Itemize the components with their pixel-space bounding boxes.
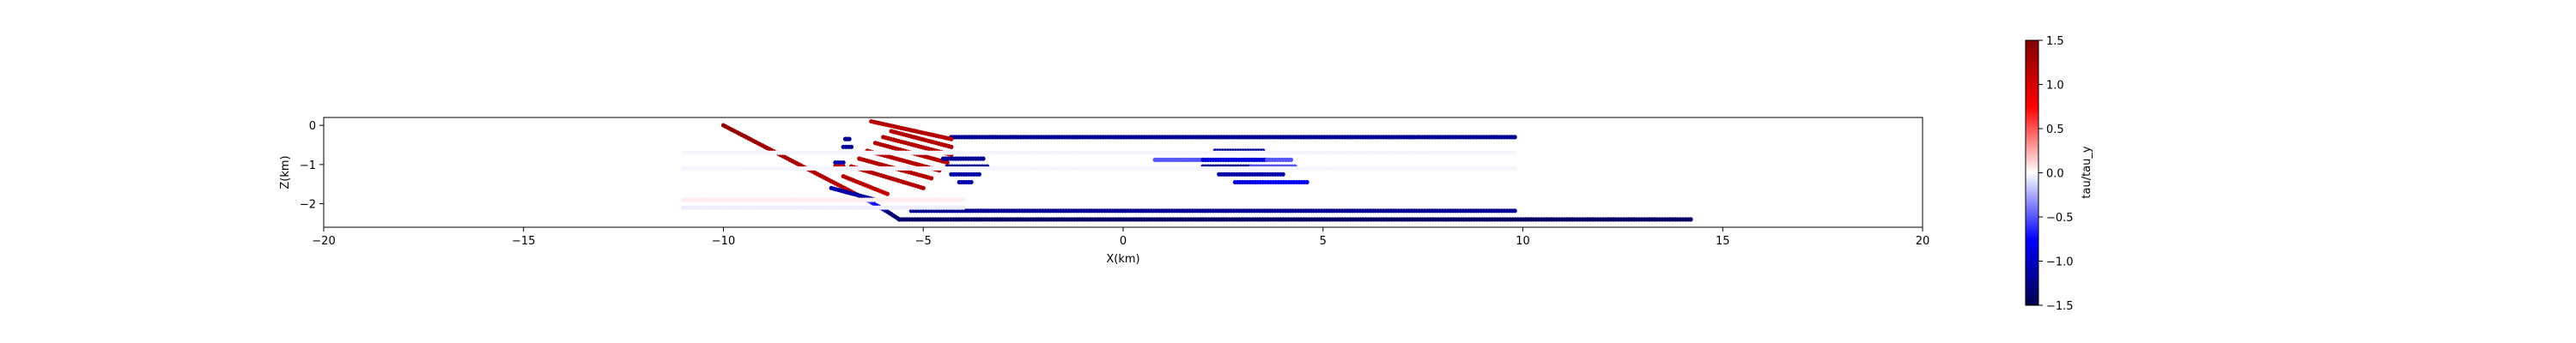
y-axis-label: Z(km)	[279, 155, 292, 189]
fault-segment	[681, 197, 966, 202]
colorbar-tick-label: 0.5	[2046, 123, 2064, 136]
colorbar-tick-label: −1.5	[2046, 300, 2074, 313]
fault-point	[841, 159, 846, 165]
y-axis-ticks: 0 −1 −2	[300, 120, 324, 212]
x-tick-label: 10	[1516, 235, 1530, 248]
fault-segment	[1152, 157, 1206, 162]
fault-segment	[949, 135, 1517, 140]
fault-point	[1304, 179, 1309, 185]
fault-point	[981, 156, 986, 161]
fault-point	[1512, 208, 1517, 214]
fault-segment	[869, 118, 954, 141]
y-tick-label: −2	[300, 199, 316, 212]
fault-point	[1688, 217, 1693, 222]
fault-point	[961, 205, 966, 210]
colorbar-tick-label: −0.5	[2046, 212, 2074, 225]
fault-segment	[908, 208, 1517, 214]
fault-segment	[949, 172, 982, 177]
fault-point	[1512, 165, 1517, 172]
plot-area	[323, 117, 1923, 228]
fault-point	[945, 159, 950, 165]
fault-segment	[833, 159, 846, 165]
fault-point	[949, 144, 954, 149]
fault-point	[848, 144, 854, 149]
fault-segment	[841, 144, 854, 149]
fault-segment	[681, 205, 966, 210]
data-marks	[681, 118, 1693, 222]
colorbar-tick-label: −1.0	[2046, 256, 2074, 269]
y-tick-label: −1	[300, 159, 316, 172]
colorbar-label: tau/tau_y	[2081, 146, 2093, 198]
x-tick-label: −5	[915, 235, 932, 248]
fault-point	[961, 197, 966, 202]
x-axis-label: X(km)	[1106, 253, 1139, 266]
fault-segment	[896, 217, 1693, 222]
x-tick-label: 15	[1716, 235, 1730, 248]
fault-segment	[889, 129, 954, 149]
fault-segment	[681, 150, 1517, 155]
fault-segment	[957, 179, 974, 185]
fault-point	[884, 191, 890, 196]
fault-segment	[940, 156, 986, 161]
x-tick-label: 0	[1120, 235, 1127, 248]
fault-point	[1512, 150, 1517, 155]
x-tick-label: 20	[1916, 235, 1930, 248]
colorbar-tick-label: 1.0	[2046, 80, 2064, 93]
y-tick-label: 0	[309, 120, 316, 133]
x-tick-label: −10	[712, 235, 735, 248]
fault-segment	[1253, 179, 1309, 185]
fault-segment	[1264, 157, 1294, 162]
fault-segment	[1217, 172, 1285, 177]
fault-segment	[842, 136, 852, 141]
fault-point	[920, 185, 926, 190]
fault-point	[1288, 157, 1294, 162]
fault-point	[847, 136, 852, 141]
fault-segment	[681, 165, 1517, 172]
colorbar-tick-label: 0.0	[2046, 168, 2064, 181]
fault-point	[976, 172, 982, 177]
x-axis-ticks: −20 −15 −10 −5 0 5 10 15 20	[312, 227, 1929, 248]
fault-segment	[841, 173, 890, 196]
fault-point	[1512, 135, 1517, 140]
colorbar: 1.5 1.0 0.5 0.0 −0.5 −1.0 −1.5 tau/tau_y	[2025, 35, 2093, 313]
x-tick-label: −20	[312, 235, 335, 248]
x-tick-label: −15	[512, 235, 535, 248]
colorbar-tick-label: 1.5	[2046, 35, 2064, 48]
fault-point	[949, 136, 954, 141]
x-tick-label: 5	[1320, 235, 1327, 248]
colorbar-gradient	[2025, 39, 2039, 306]
colorbar-ticks: 1.5 1.0 0.5 0.0 −0.5 −1.0 −1.5	[2038, 35, 2074, 313]
fault-point	[969, 179, 974, 185]
fault-point	[1280, 172, 1285, 177]
fault-segment	[1200, 157, 1270, 162]
fault-point	[928, 176, 934, 181]
